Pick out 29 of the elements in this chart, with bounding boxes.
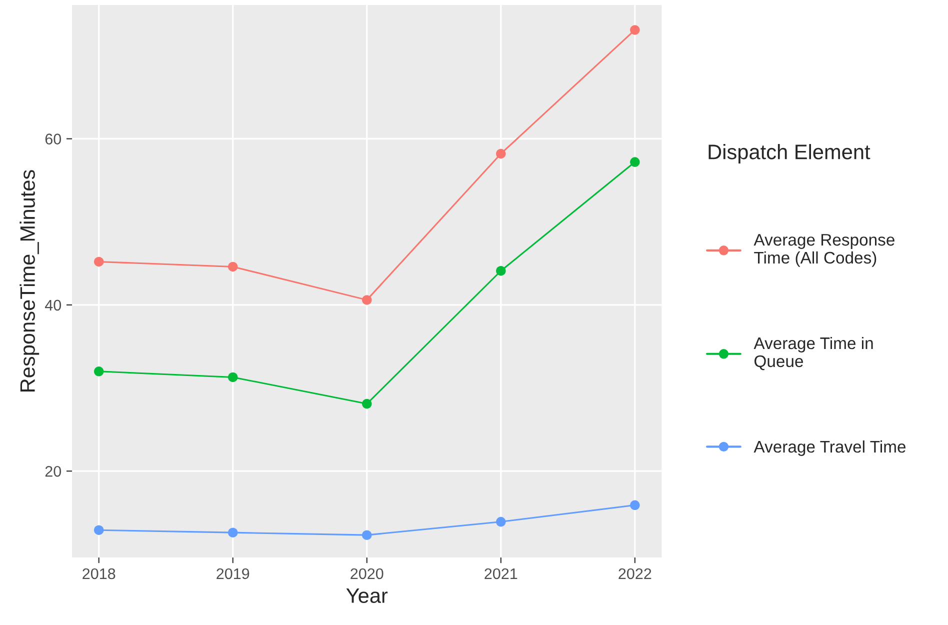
point (94, 525, 104, 535)
legend-title: Dispatch Element (708, 144, 870, 164)
point (228, 528, 238, 538)
x-tick-label: 2021 (484, 568, 518, 580)
point (630, 500, 640, 510)
point (630, 25, 640, 35)
point (362, 530, 372, 540)
point (228, 372, 238, 382)
x-axis-title: Year (346, 588, 388, 604)
point (496, 266, 506, 276)
point (362, 398, 372, 409)
y-tick-label: 40 (44, 300, 62, 311)
x-tick-label: 2018 (82, 568, 116, 580)
y-axis-title: ResponseTime_Minutes (20, 170, 40, 392)
point (94, 256, 104, 267)
legend-label: Average Response Time (All Codes) (754, 234, 894, 267)
x-tick-label: 2019 (216, 568, 250, 580)
point (496, 516, 506, 527)
legend-label: Average Travel Time (754, 440, 906, 456)
x-tick-label: 2022 (618, 568, 652, 580)
point (94, 366, 104, 376)
point (362, 295, 372, 305)
y-tick-label: 20 (45, 466, 62, 477)
point (496, 148, 506, 159)
y-tick-label: 60 (45, 134, 62, 144)
x-tick-label: 2020 (350, 568, 384, 580)
point (630, 157, 640, 167)
legend-label: Average Time in Queue (754, 336, 873, 370)
point (228, 262, 238, 272)
